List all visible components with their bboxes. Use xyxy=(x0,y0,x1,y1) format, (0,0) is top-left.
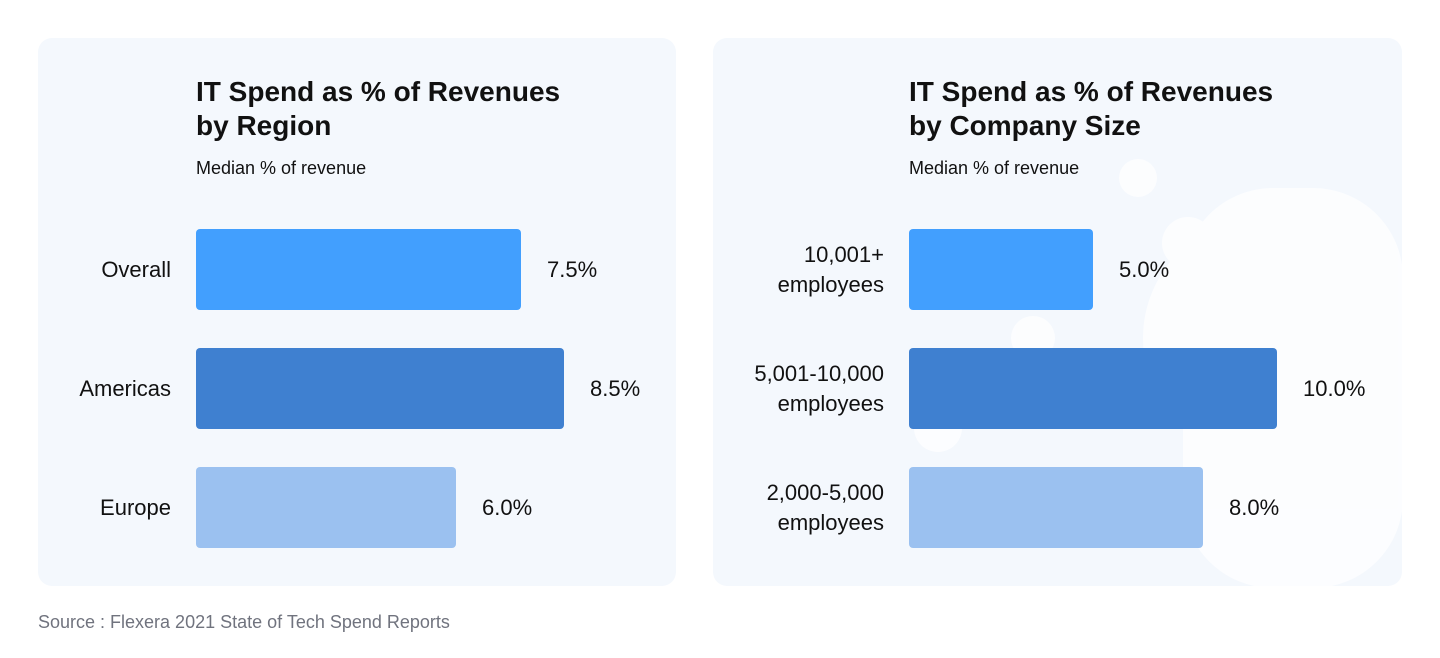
bar xyxy=(909,229,1093,310)
category-label: Overall xyxy=(38,255,171,285)
chart-panel-company-size: IT Spend as % of Revenues by Company Siz… xyxy=(713,38,1402,586)
value-label: 7.5% xyxy=(547,256,598,282)
chart-title: IT Spend as % of Revenues by Region xyxy=(196,75,560,143)
category-label-line: 10,001+ xyxy=(803,241,884,267)
chart-title-line-1: IT Spend as % of Revenues xyxy=(196,76,561,107)
category-label: Americas xyxy=(38,374,171,404)
category-label-line: Europe xyxy=(100,494,171,520)
category-label: 2,000-5,000 employees xyxy=(713,478,884,538)
category-label-line: 5,001-10,000 xyxy=(754,360,884,386)
value-label: 5.0% xyxy=(1119,256,1170,282)
source-note: Source : Flexera 2021 State of Tech Spen… xyxy=(38,612,450,632)
category-label-line: Overall xyxy=(101,256,171,282)
chart-title: IT Spend as % of Revenues by Company Siz… xyxy=(909,75,1273,143)
bar-chart-region: Overall 7.5% Americas 8.5% Europe 6.0% xyxy=(38,38,676,586)
value-label: 6.0% xyxy=(482,494,533,520)
category-label: 10,001+ employees xyxy=(713,240,884,300)
category-label-line: employees xyxy=(777,271,884,297)
bar xyxy=(909,467,1203,548)
category-label-line: employees xyxy=(777,390,884,416)
category-label-line: Americas xyxy=(79,375,171,401)
category-label: 5,001-10,000 employees xyxy=(713,359,884,419)
value-label: 8.5% xyxy=(590,375,641,401)
chart-title-line-2: by Company Size xyxy=(909,110,1141,141)
chart-title-line-2: by Region xyxy=(196,110,332,141)
chart-subtitle: Median % of revenue xyxy=(196,158,367,178)
bar xyxy=(196,229,521,310)
category-label: Europe xyxy=(38,493,171,523)
category-label-line: employees xyxy=(777,509,884,535)
bar xyxy=(196,467,456,548)
chart-subtitle: Median % of revenue xyxy=(909,158,1080,178)
category-label-line: 2,000-5,000 xyxy=(766,479,884,505)
value-label: 10.0% xyxy=(1303,375,1366,401)
chart-panel-region: IT Spend as % of Revenues by Region Medi… xyxy=(38,38,676,586)
bar-chart-company-size: 10,001+ employees 5.0% 5,001-10,000 employee… xyxy=(713,38,1402,586)
chart-title-line-1: IT Spend as % of Revenues xyxy=(909,76,1274,107)
bar xyxy=(196,348,564,429)
bar xyxy=(909,348,1277,429)
value-label: 8.0% xyxy=(1229,494,1280,520)
